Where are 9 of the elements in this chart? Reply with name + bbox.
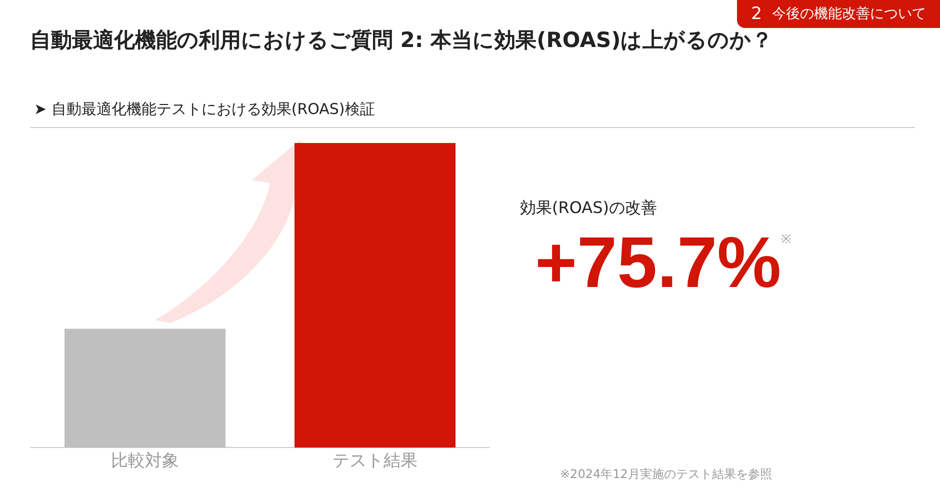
text: +75.7%$^{※}$ [535,222,792,304]
text: 今後の機能改善について [772,5,926,23]
x-tick-label: テスト結果 [332,451,418,472]
text: 2 [751,4,762,24]
chart-title: 自動最適化機能の利用におけるご質問 2: 本当に効果(ROAS)は上がるのか？ [30,27,773,54]
text: 効果(ROAS)の改善 [520,198,658,219]
chart-subtitle: ➤ 自動最適化機能テストにおける効果(ROAS)検証 [34,100,375,119]
text: ※2024年12月実施のテスト結果を参照 [560,466,772,483]
x-tick-label: 比較対象 [111,451,179,472]
